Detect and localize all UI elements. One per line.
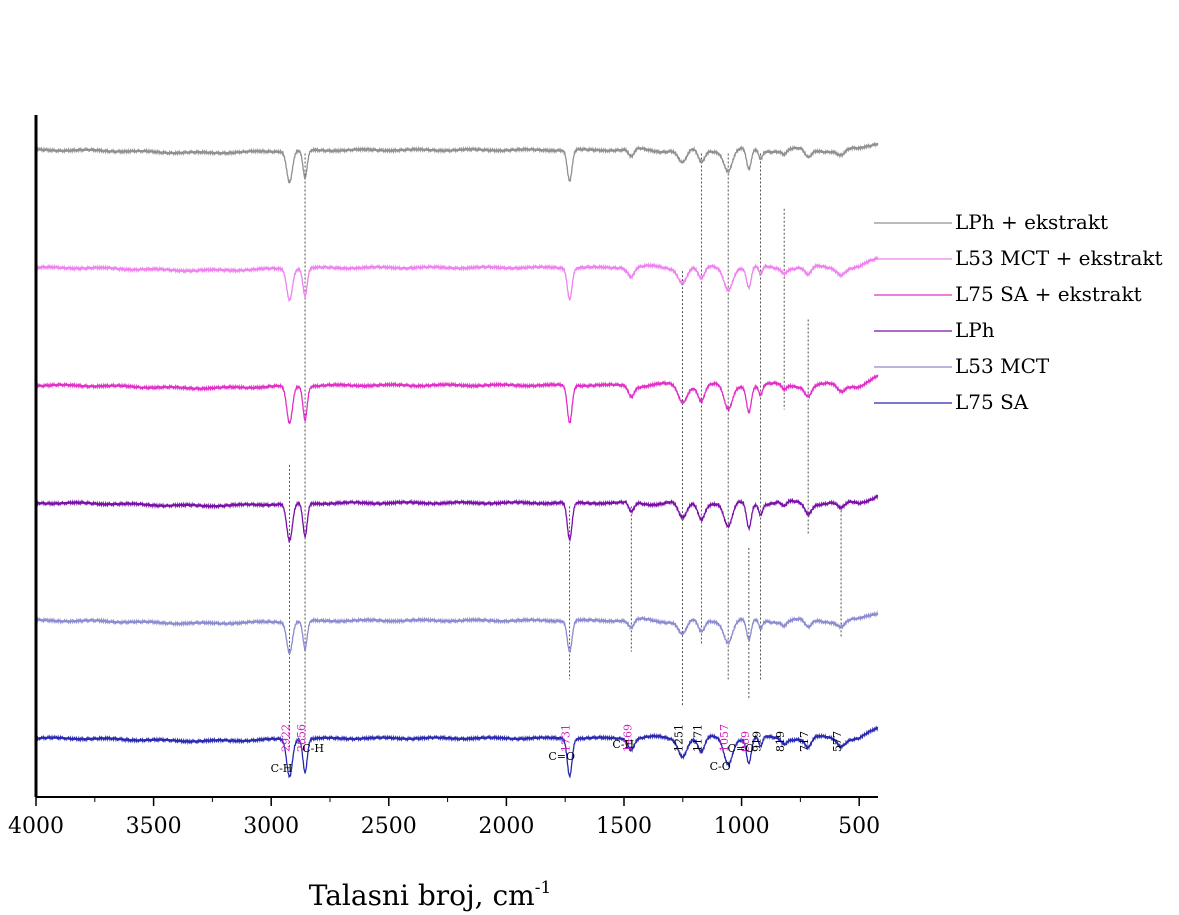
band-label-2922: 2922 — [280, 724, 293, 752]
band-label-819: 819 — [774, 731, 787, 752]
legend: LPh + ekstrakt L53 MCT + ekstrakt L75 SA +… — [874, 210, 1163, 414]
x-axis-title-text: Talasni broj, cm — [309, 879, 535, 912]
spectrum-line-5 — [35, 725, 879, 779]
spectrum-line-1 — [35, 255, 879, 303]
x-axis-title-superscript: -1 — [535, 878, 552, 898]
spectrum-line-3 — [35, 493, 879, 543]
legend-label-2: L75 SA + ekstrakt — [955, 282, 1142, 306]
legend-label-3: LPh — [955, 318, 995, 342]
band-label-1469: 1469 — [621, 724, 634, 752]
x-axis-ticks: 4000 3500 3000 2500 2000 1500 1000 500 — [8, 797, 880, 839]
spectrum-line-2 — [35, 374, 879, 425]
x-tick-label-3500: 3500 — [126, 814, 182, 839]
group-label-4: C-O — [710, 760, 731, 773]
group-label-3: C-H — [612, 738, 634, 751]
band-label-577: 577 — [831, 731, 844, 752]
spectra-series — [35, 141, 879, 779]
x-tick-label-3000: 3000 — [243, 814, 299, 839]
band-label-717: 717 — [798, 731, 811, 752]
group-label-5: C=O — [728, 742, 755, 755]
band-label-1057: 1057 — [718, 724, 731, 752]
legend-label-5: L75 SA — [955, 390, 1029, 414]
group-label-0: C-H — [271, 762, 293, 775]
x-tick-label-2000: 2000 — [478, 814, 534, 839]
group-label-2: C=O — [548, 750, 575, 763]
band-label-1251: 1251 — [673, 724, 686, 752]
band-guide-lines — [289, 153, 842, 749]
x-tick-label-2500: 2500 — [361, 814, 417, 839]
group-label-1: C-H — [302, 742, 324, 755]
spectrum-line-4 — [35, 610, 879, 655]
band-label-2856: 2856 — [295, 724, 308, 752]
x-tick-label-1000: 1000 — [714, 814, 770, 839]
band-label-1731: 1731 — [560, 724, 573, 752]
legend-label-4: L53 MCT — [955, 354, 1050, 378]
x-tick-label-500: 500 — [838, 814, 880, 839]
band-label-1171: 1171 — [691, 724, 704, 752]
legend-label-0: LPh + ekstrakt — [955, 210, 1108, 234]
axes: 4000 3500 3000 2500 2000 1500 1000 500 — [8, 115, 880, 839]
x-axis-title: Talasni broj, cm-1 — [309, 878, 552, 912]
legend-label-1: L53 MCT + ekstrakt — [955, 246, 1163, 270]
x-tick-label-4000: 4000 — [8, 814, 64, 839]
band-label-969: 969 — [739, 731, 752, 752]
x-tick-label-1500: 1500 — [596, 814, 652, 839]
spectrum-line-0 — [35, 141, 879, 184]
band-label-919: 919 — [751, 731, 764, 752]
